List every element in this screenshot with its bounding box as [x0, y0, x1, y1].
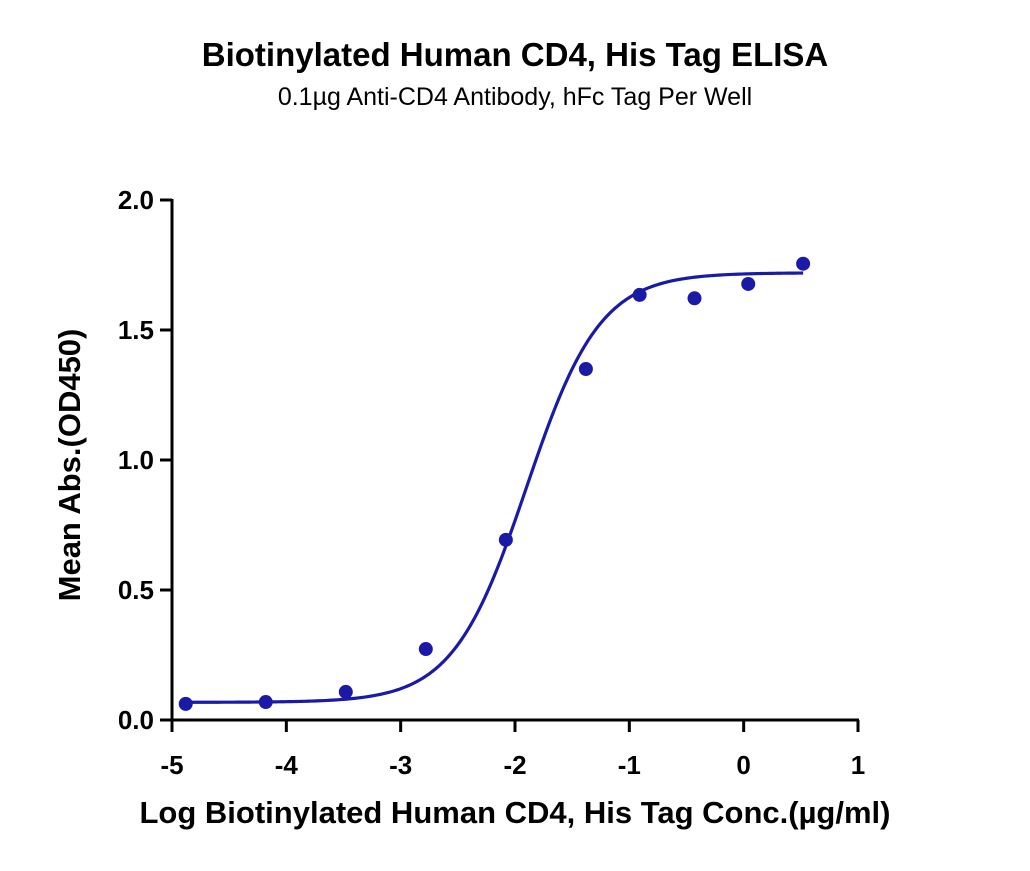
fit-curve-layer	[185, 271, 804, 704]
x-tick-label: -2	[503, 750, 526, 780]
x-tick-label: -3	[389, 750, 412, 780]
data-point	[498, 532, 513, 547]
x-tick-label: -4	[275, 750, 299, 780]
y-tick-label: 2.0	[118, 185, 154, 215]
data-point	[418, 642, 433, 657]
data-point	[796, 256, 811, 271]
y-tick-label: 0.5	[118, 575, 154, 605]
fit-curve	[185, 271, 804, 704]
x-axis-ticks: -5 -4 -3 -2 -1 0 1	[160, 720, 865, 780]
x-axis-title: Log Biotinylated Human CD4, His Tag Conc…	[140, 795, 891, 830]
data-points-layer	[178, 256, 811, 711]
y-tick-label: 1.0	[118, 445, 154, 475]
data-point	[741, 276, 756, 291]
y-axis-title: Mean Abs.(OD450)	[52, 329, 87, 602]
data-point	[632, 287, 647, 302]
data-point	[178, 696, 193, 711]
x-tick-label: 0	[736, 750, 750, 780]
x-tick-label: -1	[618, 750, 641, 780]
chart-title: Biotinylated Human CD4, His Tag ELISA	[201, 36, 829, 73]
x-tick-label: -5	[160, 750, 183, 780]
x-tick-label: 1	[851, 750, 865, 780]
y-tick-label: 1.5	[118, 315, 154, 345]
data-point	[258, 695, 273, 710]
axes	[170, 199, 859, 722]
chart-subtitle: 0.1µg Anti-CD4 Antibody, hFc Tag Per Wel…	[277, 83, 753, 111]
y-axis-ticks: 0.0 0.5 1.0 1.5 2.0	[118, 185, 172, 735]
data-point	[687, 291, 702, 306]
y-tick-label: 0.0	[118, 705, 154, 735]
data-point	[578, 362, 593, 376]
data-point	[338, 684, 353, 699]
